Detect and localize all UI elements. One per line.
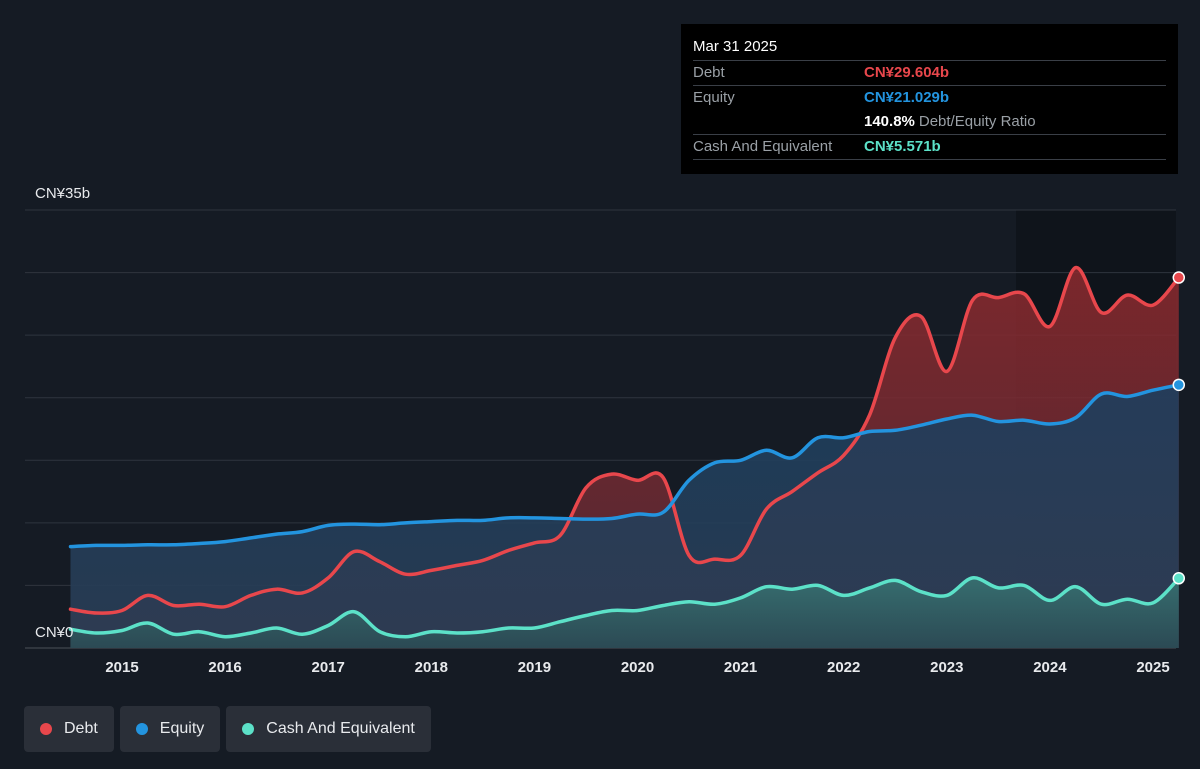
tooltip-label-equity: Equity — [693, 89, 735, 106]
legend-label-debt: Debt — [64, 720, 98, 737]
tooltip-row-debt: Debt CN¥29.604b — [693, 60, 1166, 85]
x-tick-label: 2024 — [1033, 659, 1067, 676]
debt-end-marker — [1172, 271, 1186, 284]
x-tick-label: 2016 — [208, 659, 241, 676]
cash-end-marker — [1172, 572, 1186, 585]
tooltip-row-equity: Equity CN¥21.029b — [693, 85, 1166, 110]
cash-area — [70, 577, 1179, 648]
x-tick-label: 2019 — [518, 659, 551, 676]
tooltip-panel: Mar 31 2025 Debt CN¥29.604b Equity CN¥21… — [681, 24, 1178, 174]
tooltip-ratio-caption: Debt/Equity Ratio — [918, 113, 1036, 130]
legend-label-cash: Cash And Equivalent — [266, 720, 415, 737]
x-axis-labels: 2015 2016 2017 2018 2019 2020 2021 2022 2023 2024… — [105, 659, 1169, 676]
legend-dot-cash-icon — [242, 723, 255, 735]
series-lines — [68, 265, 1181, 639]
tooltip-label-debt: Debt — [693, 64, 725, 81]
cash-line — [68, 576, 1181, 639]
x-tick-label: 2025 — [1136, 659, 1169, 676]
equity-end-marker — [1172, 378, 1186, 392]
tooltip-value-debt: CN¥29.604b — [864, 64, 950, 81]
debt-line — [68, 265, 1181, 615]
tooltip-date: Mar 31 2025 — [693, 38, 778, 55]
legend-item-cash[interactable]: Cash And Equivalent — [226, 706, 431, 752]
legend-item-debt[interactable]: Debt — [24, 706, 114, 752]
x-tick-label: 2017 — [312, 659, 345, 676]
y-tick-label: CN¥0 — [35, 624, 73, 641]
series-areas — [70, 267, 1179, 648]
x-tick-label: 2022 — [827, 659, 860, 676]
x-tick-label: 2015 — [105, 659, 138, 676]
tooltip-row-ratio: 140.8% Debt/Equity Ratio — [693, 110, 1166, 134]
legend-dot-equity-icon — [135, 723, 148, 735]
tooltip-value-ratio: 140.8% — [864, 113, 915, 130]
x-tick-label: 2018 — [415, 659, 448, 676]
end-markers — [1172, 271, 1186, 585]
tooltip-value-cash: CN¥5.571b — [864, 138, 941, 155]
tooltip-label-ratio — [693, 110, 864, 134]
equity-line — [68, 383, 1181, 549]
x-tick-label: 2023 — [930, 659, 963, 676]
legend-item-equity[interactable]: Equity — [119, 706, 221, 752]
x-tick-label: 2020 — [621, 659, 654, 676]
tooltip-label-cash: Cash And Equivalent — [693, 138, 833, 155]
legend-dot-debt-icon — [40, 723, 52, 735]
y-tick-label: CN¥35b — [35, 185, 90, 202]
x-tick-label: 2021 — [724, 659, 757, 676]
tooltip-value-equity: CN¥21.029b — [864, 89, 950, 106]
y-axis-labels: CN¥35b CN¥0 — [35, 185, 90, 641]
tooltip-row-cash: Cash And Equivalent CN¥5.571b — [693, 134, 1166, 160]
legend: Debt Equity Cash And Equivalent — [24, 706, 431, 752]
legend-label-equity: Equity — [159, 720, 205, 737]
